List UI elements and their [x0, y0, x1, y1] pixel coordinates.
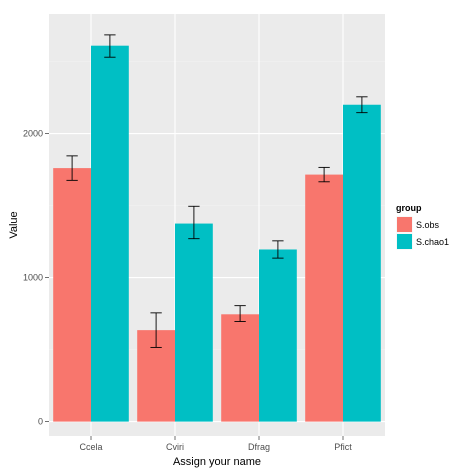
legend-label: S.chao1 [416, 237, 449, 247]
bar [343, 104, 381, 422]
bar [221, 314, 259, 422]
y-axis-title: Value [8, 211, 20, 238]
bar [259, 249, 297, 422]
legend: group S.obs S.chao1 [395, 203, 449, 251]
legend-title: group [396, 203, 422, 213]
bar [91, 45, 129, 422]
y-tick-label: 0 [38, 417, 43, 427]
legend-swatch [397, 234, 412, 249]
x-tick-label: Cviri [166, 442, 184, 452]
x-axis-title: Assign your name [173, 456, 261, 468]
bar [175, 223, 213, 422]
x-axis: Ccela Cviri Dfrag Pfict [79, 436, 352, 452]
bar [53, 168, 91, 422]
legend-swatch [397, 217, 412, 232]
y-tick-label: 2000 [23, 129, 43, 139]
y-tick-label: 1000 [23, 273, 43, 283]
x-tick-label: Ccela [79, 442, 102, 452]
bar [305, 174, 343, 422]
y-axis: 0 1000 2000 [23, 129, 49, 427]
x-tick-label: Dfrag [248, 442, 270, 452]
error-bars [66, 34, 368, 348]
bars [53, 45, 381, 422]
x-tick-label: Pfict [334, 442, 352, 452]
legend-label: S.obs [416, 220, 440, 230]
